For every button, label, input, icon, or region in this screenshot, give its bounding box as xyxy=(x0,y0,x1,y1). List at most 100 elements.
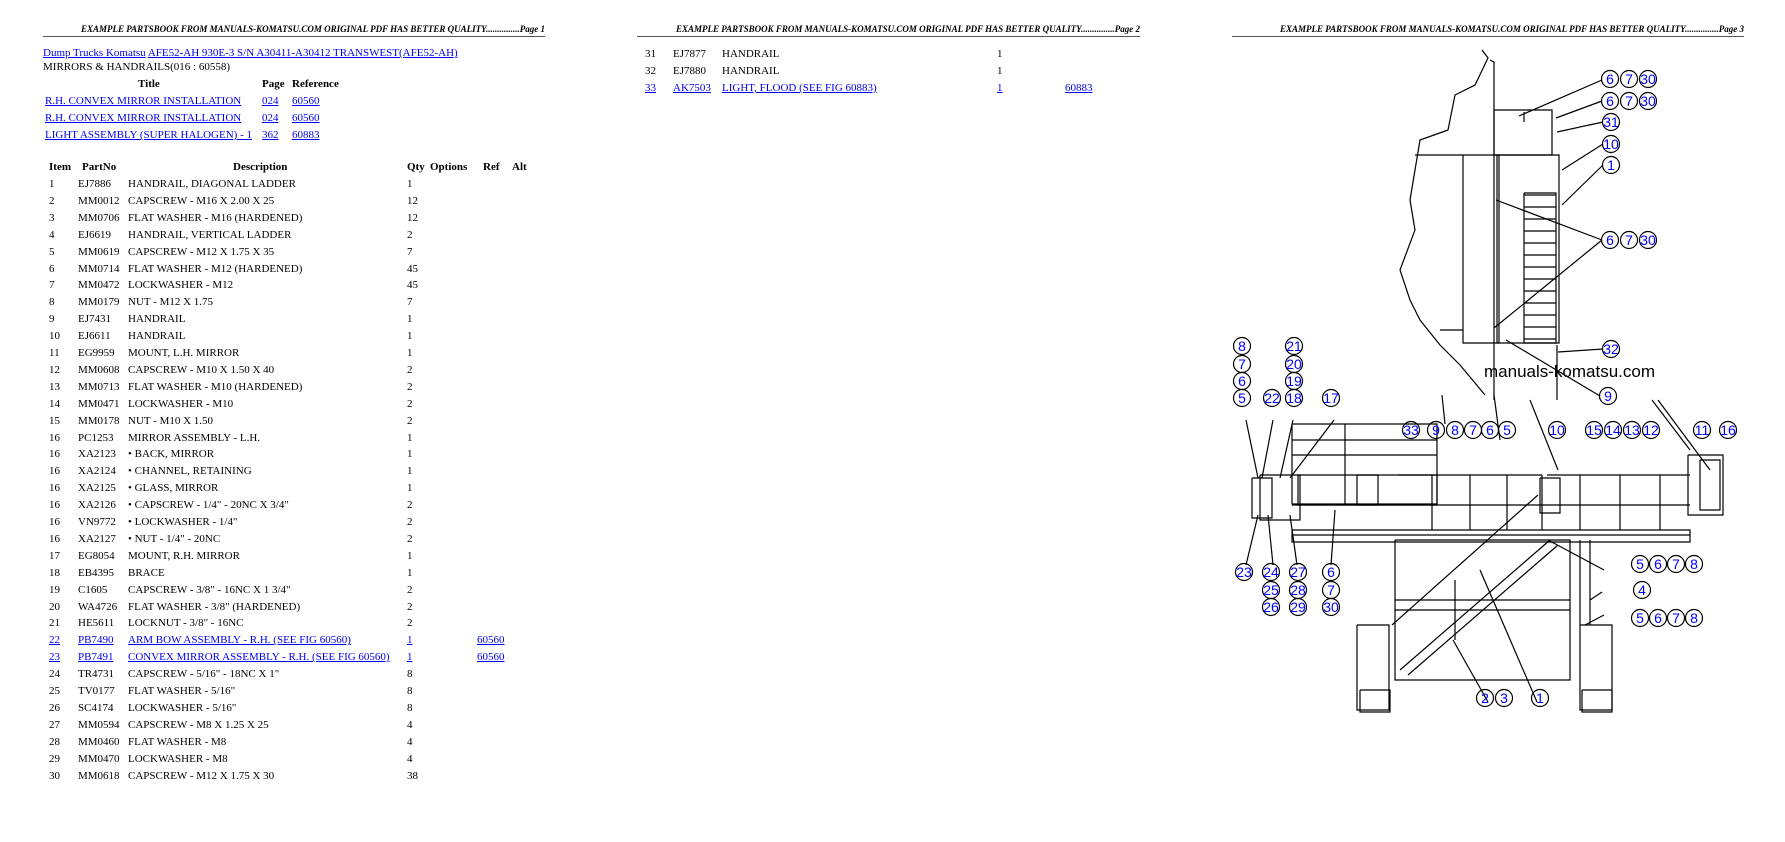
reference-number-link[interactable]: 60560 xyxy=(292,95,320,107)
part-description[interactable]: LIGHT, FLOOD (SEE FIG 60883) xyxy=(722,82,877,94)
reference-number-link[interactable]: 60883 xyxy=(292,129,320,141)
quantity[interactable]: 1 xyxy=(407,634,413,647)
part-description: • LOCKWASHER - 1/4" xyxy=(128,516,238,528)
part-number: EB4395 xyxy=(78,566,115,579)
reference-page-link[interactable]: 024 xyxy=(262,95,279,107)
quantity: 2 xyxy=(407,414,413,427)
item-number: 28 xyxy=(49,735,60,748)
part-number: WA4726 xyxy=(78,600,118,613)
reference-title-link[interactable]: LIGHT ASSEMBLY (SUPER HALOGEN) - 1 xyxy=(45,129,252,141)
part-number: EJ7880 xyxy=(673,65,706,77)
part-description: MIRROR ASSEMBLY - L.H. xyxy=(128,431,261,444)
part-description: CAPSCREW - M10 X 1.50 X 40 xyxy=(128,363,275,376)
part-number: MM0471 xyxy=(78,397,120,410)
part-description: HANDRAIL xyxy=(128,330,186,343)
item-number: 7 xyxy=(49,279,55,292)
part-number: MM0594 xyxy=(78,718,120,731)
ref-link[interactable]: 60883 xyxy=(1065,82,1093,94)
part-description: CAPSCREW - M8 X 1.25 X 25 xyxy=(128,718,269,731)
item-number: 3 xyxy=(49,211,55,224)
item-number: 8 xyxy=(49,296,55,309)
quantity: 1 xyxy=(407,482,413,495)
parts-row: 14 MM0471 LOCKWASHER - M10 2 xyxy=(43,396,543,412)
reference-row: R.H. CONVEX MIRROR INSTALLATION 024 60560 xyxy=(43,110,543,126)
part-description: NUT - M12 X 1.75 xyxy=(128,296,214,309)
quantity: 45 xyxy=(407,262,418,275)
item-number[interactable]: 22 xyxy=(49,634,60,647)
item-number: 16 xyxy=(49,532,60,545)
item-number: 15 xyxy=(49,414,60,427)
item-number: 30 xyxy=(49,769,60,782)
part-description: HANDRAIL, VERTICAL LADDER xyxy=(128,228,292,241)
parts-row: 9 EJ7431 HANDRAIL 1 xyxy=(43,311,543,327)
part-number: XA2127 xyxy=(78,532,116,545)
parts-row: 21 HE5611 LOCKNUT - 3/8" - 16NC 2 xyxy=(43,615,543,631)
part-description: • CHANNEL, RETAINING xyxy=(128,465,252,478)
item-number: 16 xyxy=(49,516,60,528)
parts-row: 33 AK7503 LIGHT, FLOOD (SEE FIG 60883) 1 608… xyxy=(637,80,1137,96)
parts-row: 1 EJ7886 HANDRAIL, DIAGONAL LADDER 1 xyxy=(43,176,543,192)
ref-link[interactable]: 60560 xyxy=(477,634,505,647)
parts-row: 15 MM0178 NUT - M10 X 1.50 2 xyxy=(43,413,543,429)
quantity: 2 xyxy=(407,499,413,512)
part-description: • BACK, MIRROR xyxy=(128,448,215,461)
item-number: 1 xyxy=(49,178,55,190)
page-1: EXAMPLE PARTSBOOK FROM MANUALS-KOMATSU.C… xyxy=(43,0,545,842)
parts-row: 12 MM0608 CAPSCREW - M10 X 1.50 X 40 2 xyxy=(43,362,543,378)
breadcrumb-root-link[interactable]: Dump Trucks Komatsu xyxy=(43,47,146,59)
part-description: • CAPSCREW - 1/4" - 20NC X 3/4" xyxy=(128,499,289,512)
part-description[interactable]: ARM BOW ASSEMBLY - R.H. (SEE FIG 60560) xyxy=(128,634,351,647)
part-description[interactable]: CONVEX MIRROR ASSEMBLY - R.H. (SEE FIG 6… xyxy=(128,651,390,664)
quantity: 2 xyxy=(407,583,413,596)
part-number: MM0714 xyxy=(78,262,120,275)
item-number: 26 xyxy=(49,701,60,714)
item-number[interactable]: 33 xyxy=(645,82,656,94)
reference-row: R.H. CONVEX MIRROR INSTALLATION 024 60560 xyxy=(43,93,543,109)
quantity: 4 xyxy=(407,735,413,748)
parts-row: 19 C1605 CAPSCREW - 3/8" - 16NC X 1 3/4" 2 xyxy=(43,582,543,598)
item-number: 16 xyxy=(49,482,60,495)
parts-row: 22 PB7490 ARM BOW ASSEMBLY - R.H. (SEE FIG… xyxy=(43,632,543,648)
quantity[interactable]: 1 xyxy=(407,651,413,664)
quantity: 12 xyxy=(407,211,418,224)
part-number: MM0460 xyxy=(78,735,120,748)
col-reference: Reference xyxy=(292,78,339,90)
part-description: CAPSCREW - 5/16" - 18NC X 1" xyxy=(128,668,280,681)
item-number: 4 xyxy=(49,228,55,241)
ref-link[interactable]: 60560 xyxy=(477,651,505,664)
page-header: EXAMPLE PARTSBOOK FROM MANUALS-KOMATSU.C… xyxy=(43,24,545,37)
part-number: MM0472 xyxy=(78,279,120,292)
page-header: EXAMPLE PARTSBOOK FROM MANUALS-KOMATSU.C… xyxy=(637,24,1140,37)
reference-page-link[interactable]: 024 xyxy=(262,112,279,124)
quantity: 2 xyxy=(407,516,413,528)
reference-number-link[interactable]: 60560 xyxy=(292,112,320,124)
reference-title-link[interactable]: R.H. CONVEX MIRROR INSTALLATION xyxy=(45,95,242,107)
item-number: 5 xyxy=(49,245,55,258)
parts-row: 5 MM0619 CAPSCREW - M12 X 1.75 X 35 7 xyxy=(43,244,543,260)
quantity: 4 xyxy=(407,752,413,765)
part-number: MM0619 xyxy=(78,245,120,258)
breadcrumb-model-link[interactable]: AFE52-AH 930E-3 S/N A30411-A30412 TRANSW… xyxy=(147,47,458,59)
page-3: EXAMPLE PARTSBOOK FROM MANUALS-KOMATSU.C… xyxy=(1232,0,1744,842)
quantity: 2 xyxy=(407,532,413,545)
quantity: 8 xyxy=(407,701,413,714)
part-number[interactable]: PB7490 xyxy=(78,634,114,647)
parts-row: 29 MM0470 LOCKWASHER - M8 4 xyxy=(43,751,543,767)
part-number: MM0012 xyxy=(78,194,120,207)
reference-title-link[interactable]: R.H. CONVEX MIRROR INSTALLATION xyxy=(45,112,242,124)
parts-header: Item PartNo Description Qty Options Ref … xyxy=(43,159,543,175)
item-number: 6 xyxy=(49,262,55,275)
parts-row: 26 SC4174 LOCKWASHER - 5/16" 8 xyxy=(43,700,543,716)
item-number[interactable]: 23 xyxy=(49,651,60,664)
part-number: XA2124 xyxy=(78,465,116,478)
parts-row: 16 XA2127 • NUT - 1/4" - 20NC 2 xyxy=(43,531,543,547)
col-partno: PartNo xyxy=(82,161,117,173)
reference-page-link[interactable]: 362 xyxy=(262,129,279,141)
part-number[interactable]: AK7503 xyxy=(673,82,711,94)
quantity[interactable]: 1 xyxy=(997,82,1003,94)
part-number[interactable]: PB7491 xyxy=(78,651,114,664)
parts-row: 8 MM0179 NUT - M12 X 1.75 7 xyxy=(43,294,543,310)
item-number: 9 xyxy=(49,313,55,326)
col-description: Description xyxy=(233,161,288,173)
item-number: 17 xyxy=(49,549,60,562)
